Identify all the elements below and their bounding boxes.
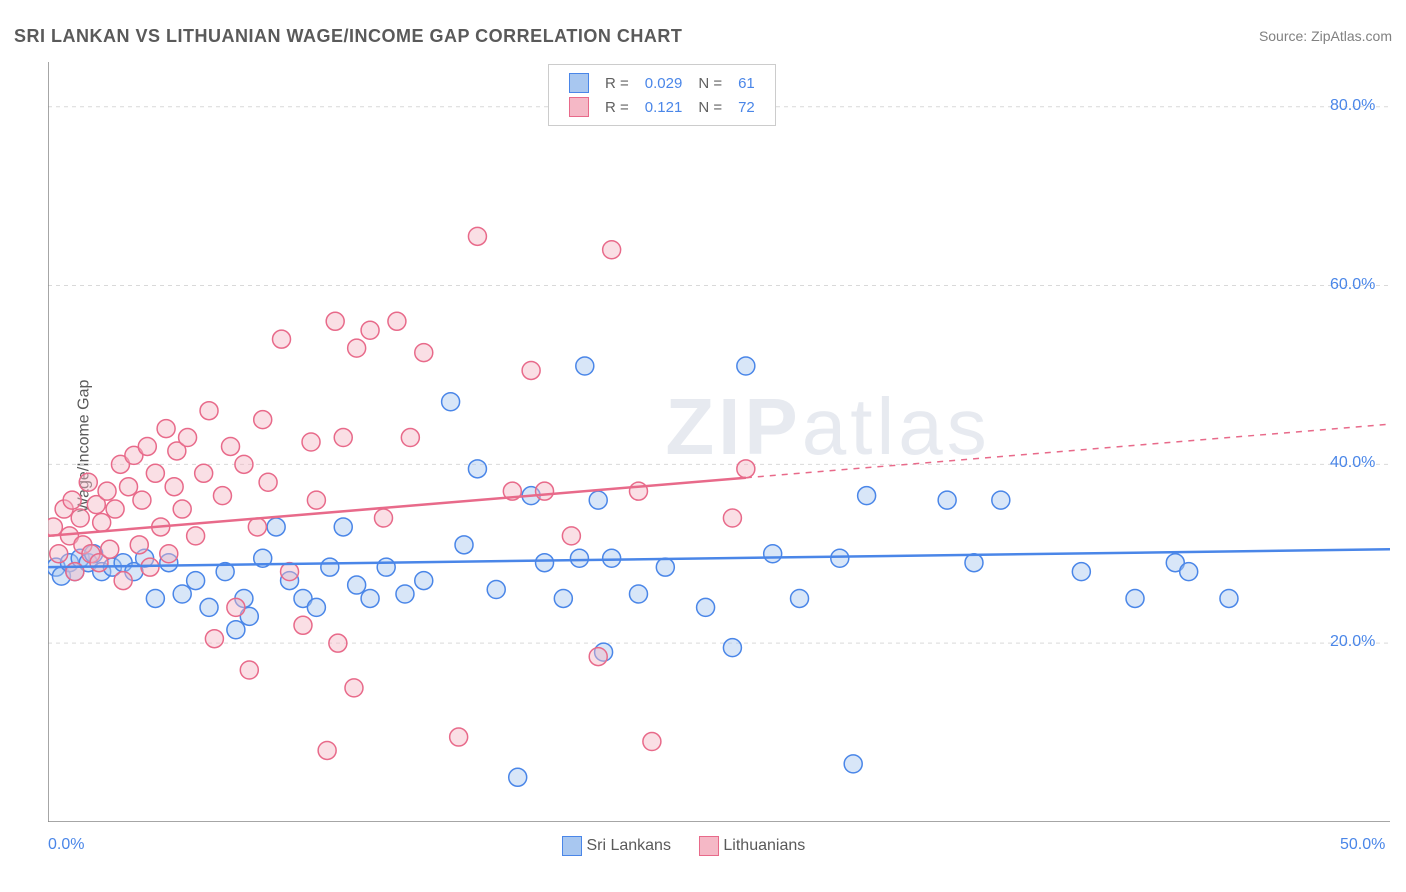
correlation-legend: R =0.029N =61 R =0.121N =72: [548, 64, 776, 126]
chart-title: SRI LANKAN VS LITHUANIAN WAGE/INCOME GAP…: [14, 26, 682, 47]
y-tick-label: 80.0%: [1330, 97, 1375, 115]
legend-r-value: 0.121: [637, 95, 691, 119]
scatter-chart: [48, 62, 1390, 822]
legend-swatch: [569, 73, 589, 93]
legend-swatch: [699, 836, 719, 856]
legend-item: Lithuanians: [699, 836, 805, 856]
y-tick-label: 60.0%: [1330, 276, 1375, 294]
legend-n-value: 61: [730, 71, 763, 95]
y-tick-label: 20.0%: [1330, 633, 1375, 651]
x-tick-label: 0.0%: [48, 836, 84, 854]
legend-item: Sri Lankans: [562, 836, 671, 856]
legend-swatch: [562, 836, 582, 856]
x-tick-label: 50.0%: [1340, 836, 1385, 854]
legend-n-value: 72: [730, 95, 763, 119]
legend-n-label: N =: [690, 71, 730, 95]
legend-r-label: R =: [597, 95, 637, 119]
legend-r-label: R =: [597, 71, 637, 95]
legend-series-label: Sri Lankans: [586, 837, 671, 854]
y-tick-label: 40.0%: [1330, 454, 1375, 472]
chart-container: SRI LANKAN VS LITHUANIAN WAGE/INCOME GAP…: [0, 0, 1406, 892]
series-legend: Sri Lankans Lithuanians: [548, 836, 819, 856]
source-attribution: Source: ZipAtlas.com: [1259, 28, 1392, 44]
legend-swatch: [569, 97, 589, 117]
legend-n-label: N =: [690, 95, 730, 119]
legend-r-value: 0.029: [637, 71, 691, 95]
legend-series-label: Lithuanians: [723, 837, 805, 854]
